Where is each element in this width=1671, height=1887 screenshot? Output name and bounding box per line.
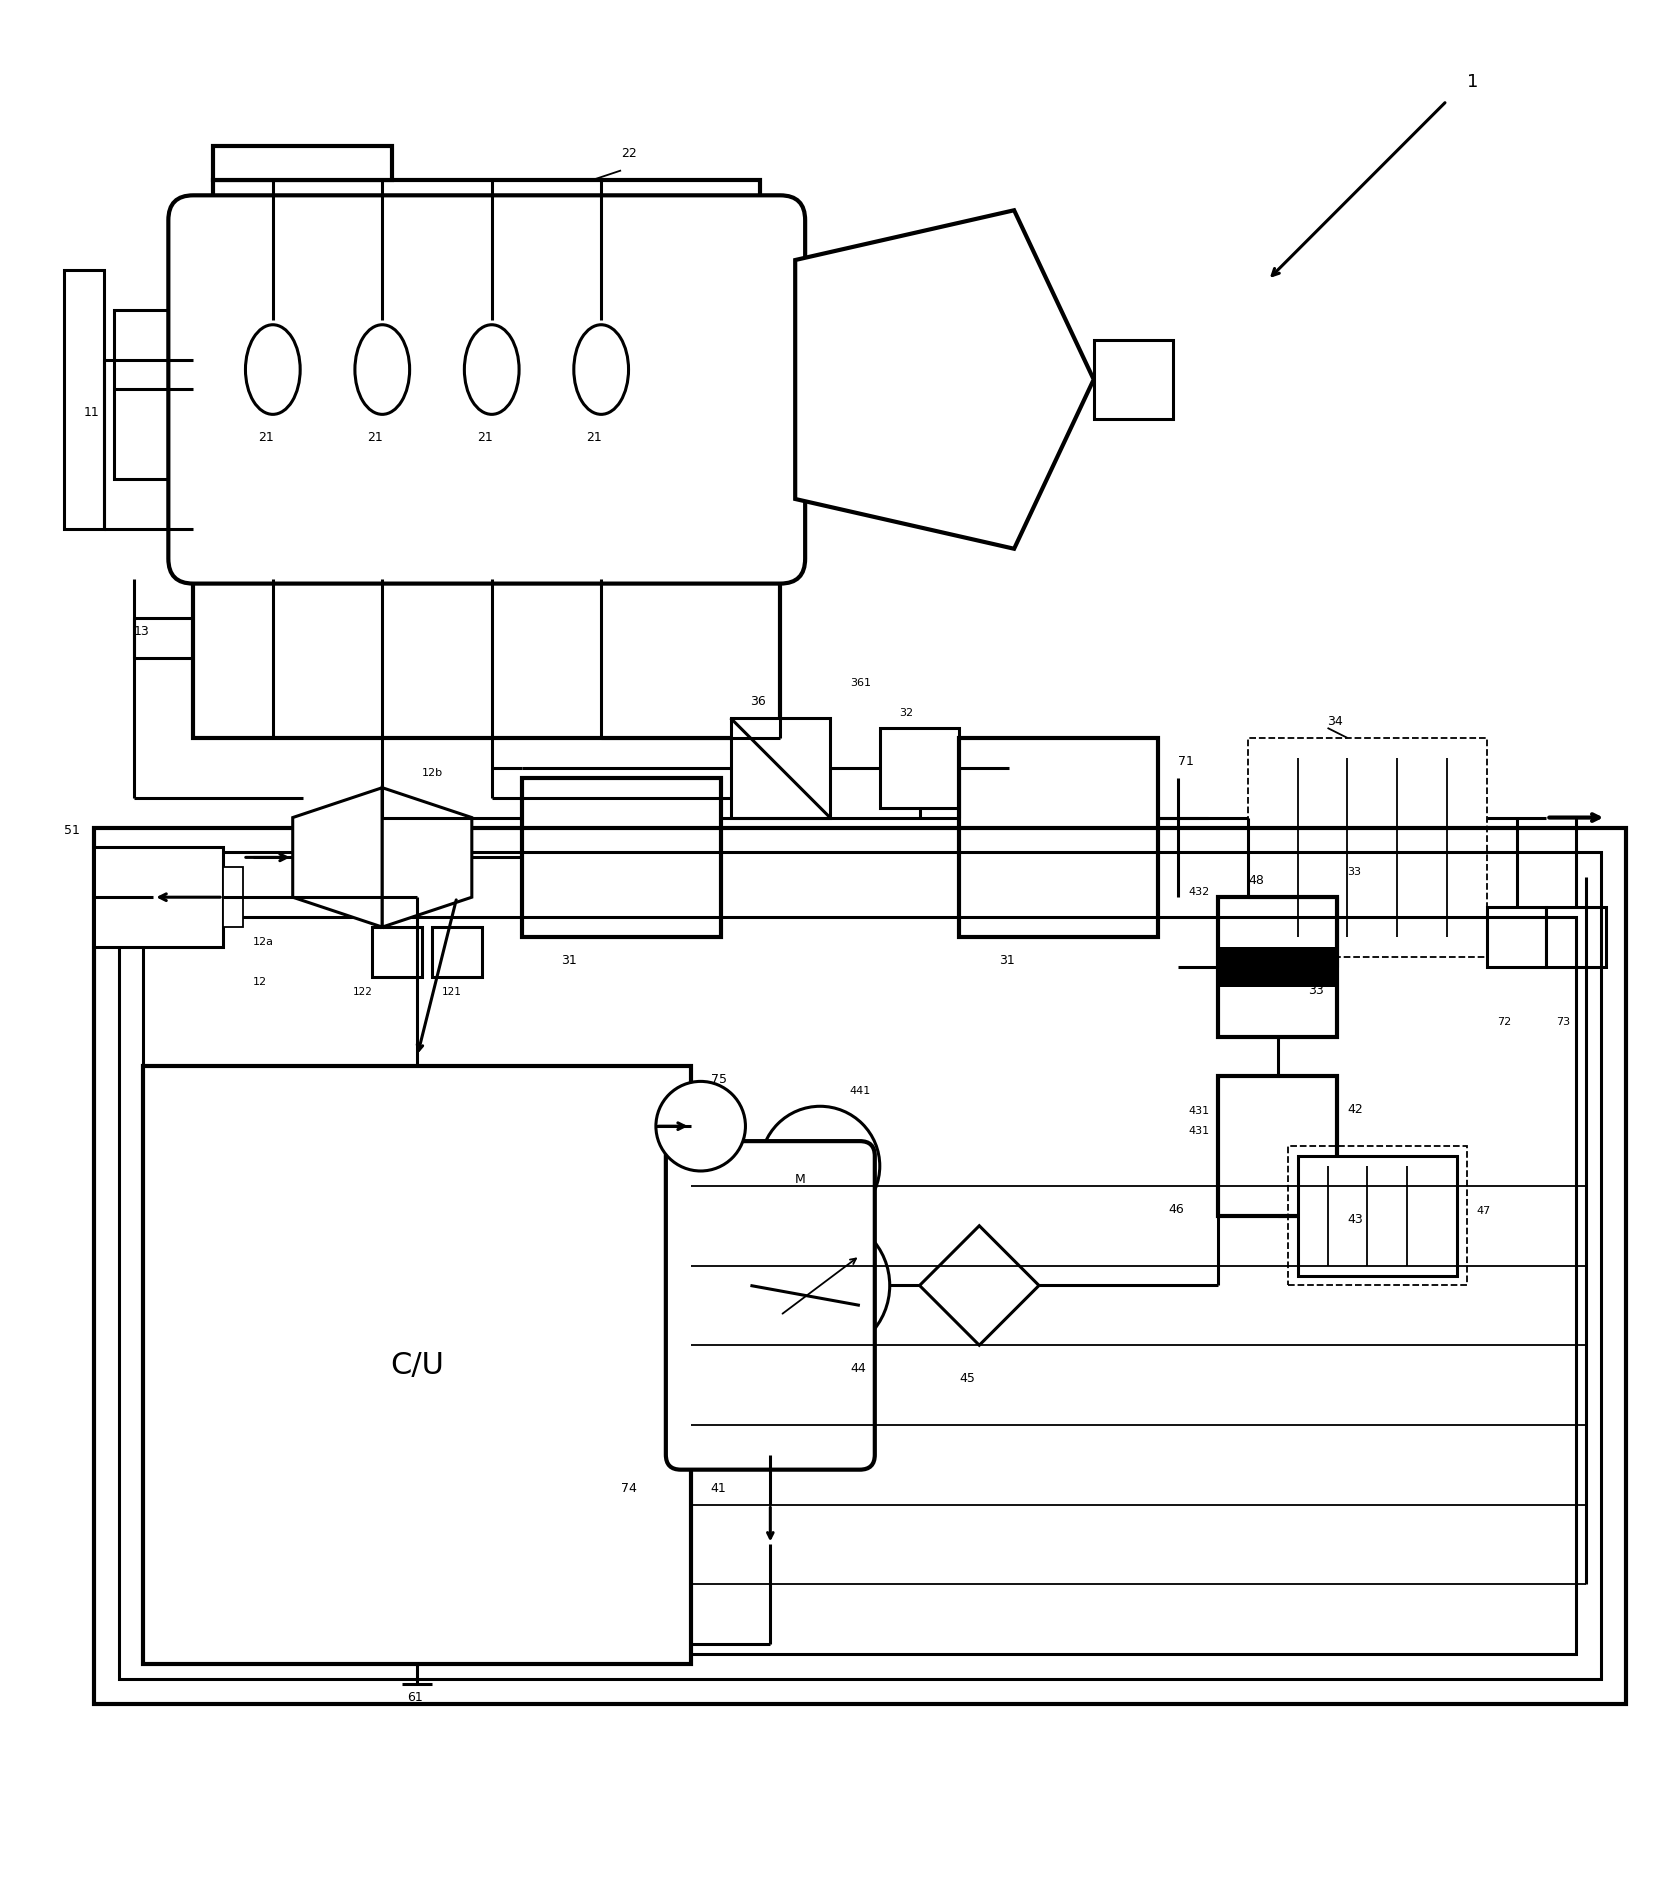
Bar <box>1298 1157 1457 1276</box>
Bar <box>214 181 760 221</box>
Circle shape <box>657 1081 745 1172</box>
Bar <box>1095 340 1173 419</box>
Text: 121: 121 <box>441 987 461 996</box>
Bar <box>194 579 780 738</box>
Bar <box>1218 1076 1337 1215</box>
Text: 45: 45 <box>959 1372 976 1385</box>
Text: 32: 32 <box>899 708 914 717</box>
Ellipse shape <box>573 325 628 415</box>
Circle shape <box>760 1106 879 1227</box>
Text: 42: 42 <box>1347 1104 1364 1117</box>
Text: 11: 11 <box>84 406 100 419</box>
Text: 33: 33 <box>1347 868 1362 877</box>
FancyBboxPatch shape <box>169 196 805 583</box>
Bar <box>710 1255 830 1376</box>
Text: 21: 21 <box>587 432 602 443</box>
Bar <box>94 847 222 947</box>
Text: 12a: 12a <box>252 938 274 947</box>
Bar <box>214 145 393 181</box>
Text: 61: 61 <box>408 1691 423 1704</box>
Bar <box>433 927 481 977</box>
Bar <box>144 1066 690 1664</box>
Text: M: M <box>795 1174 805 1185</box>
Bar <box>1546 908 1606 966</box>
Polygon shape <box>292 787 383 927</box>
Ellipse shape <box>465 325 520 415</box>
Bar <box>1218 947 1337 987</box>
Bar <box>114 309 169 479</box>
Text: 36: 36 <box>750 694 767 708</box>
Text: 48: 48 <box>1248 874 1263 887</box>
Text: 21: 21 <box>368 432 383 443</box>
FancyBboxPatch shape <box>665 1142 876 1470</box>
Bar <box>119 853 1601 1679</box>
Text: 441: 441 <box>851 1087 871 1096</box>
Text: 73: 73 <box>1556 1017 1571 1027</box>
Text: 361: 361 <box>851 677 871 689</box>
Bar <box>959 738 1158 938</box>
Bar <box>144 917 1576 1653</box>
Text: 21: 21 <box>476 432 493 443</box>
Bar <box>1288 1145 1467 1285</box>
Circle shape <box>750 1215 889 1355</box>
Text: 71: 71 <box>1178 755 1195 768</box>
Text: 46: 46 <box>1168 1202 1185 1215</box>
Text: 21: 21 <box>257 432 274 443</box>
Text: 432: 432 <box>1188 887 1210 896</box>
Text: 74: 74 <box>622 1481 637 1495</box>
Text: 31: 31 <box>561 955 576 966</box>
Text: 31: 31 <box>999 955 1014 966</box>
Bar <box>373 927 423 977</box>
Text: 22: 22 <box>622 147 637 160</box>
Polygon shape <box>919 1227 1039 1345</box>
Bar <box>63 270 104 528</box>
Polygon shape <box>383 787 471 927</box>
Text: 122: 122 <box>353 987 373 996</box>
Text: 13: 13 <box>134 625 149 638</box>
Bar <box>521 777 720 938</box>
Text: C/U: C/U <box>389 1351 444 1379</box>
Bar <box>1218 896 1337 1036</box>
Text: 431: 431 <box>1188 1106 1210 1117</box>
Text: 72: 72 <box>1497 1017 1511 1027</box>
Ellipse shape <box>246 325 301 415</box>
Bar <box>1248 738 1487 957</box>
Text: 12b: 12b <box>423 768 443 777</box>
Bar <box>94 828 1626 1704</box>
Text: 43: 43 <box>1347 1213 1364 1227</box>
Polygon shape <box>795 209 1095 549</box>
Text: 75: 75 <box>710 1074 727 1087</box>
Text: 51: 51 <box>63 825 80 838</box>
Text: 44: 44 <box>851 1362 866 1376</box>
Text: 34: 34 <box>1327 715 1343 728</box>
Text: 431: 431 <box>1188 1127 1210 1136</box>
Ellipse shape <box>354 325 409 415</box>
Bar <box>879 728 959 808</box>
Text: 33: 33 <box>1308 983 1323 996</box>
Bar <box>222 868 242 927</box>
Text: 41: 41 <box>710 1481 727 1495</box>
Bar <box>1487 908 1546 966</box>
Text: 47: 47 <box>1477 1206 1491 1215</box>
Text: 1: 1 <box>1467 74 1479 91</box>
Text: 12: 12 <box>252 977 267 987</box>
Bar <box>730 717 830 817</box>
